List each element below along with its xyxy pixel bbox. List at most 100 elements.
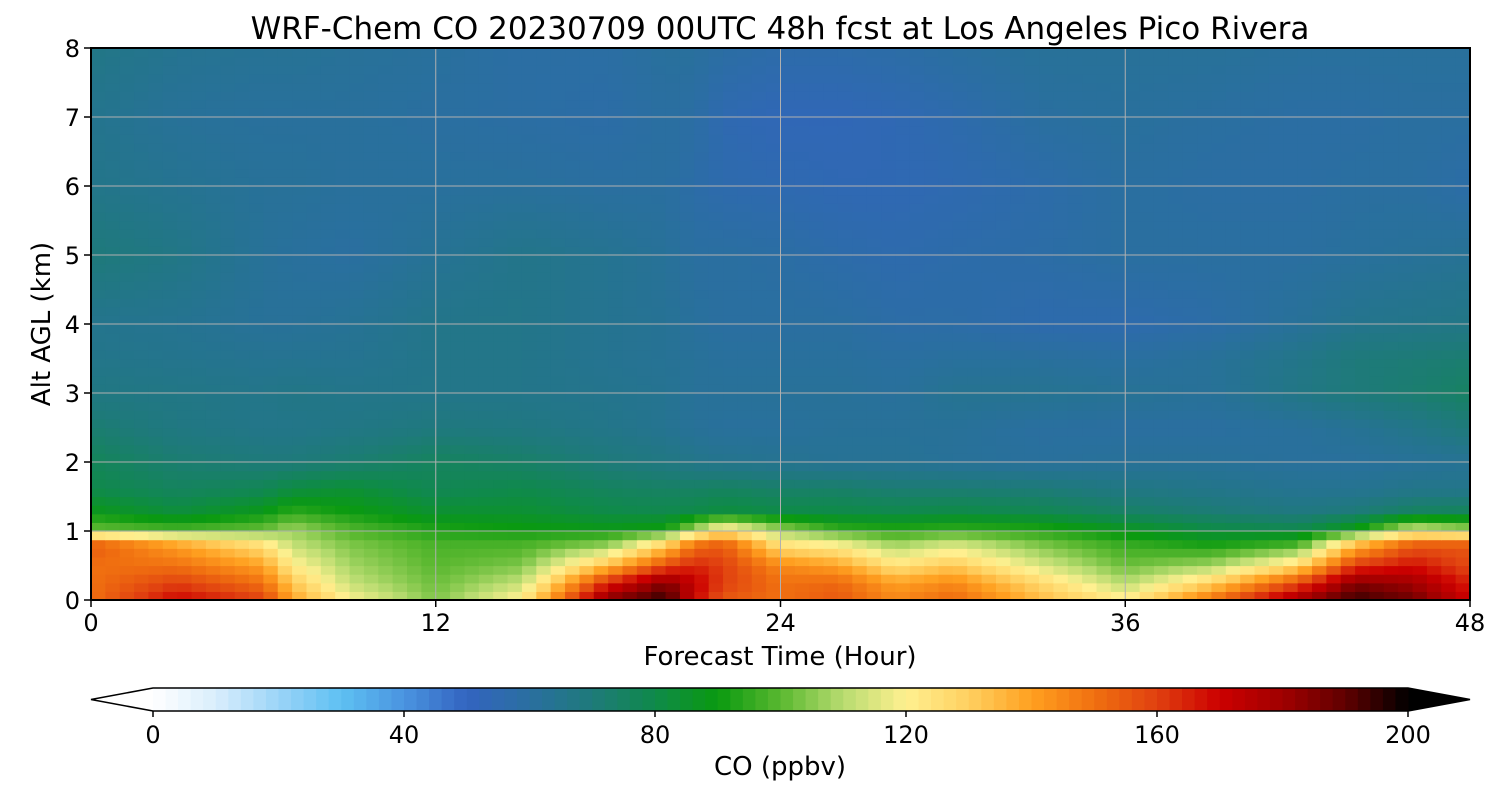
- heatmap-cell: [91, 548, 106, 558]
- heatmap-cell: [277, 591, 293, 600]
- heatmap-cell: [924, 393, 940, 403]
- heatmap-cell: [536, 462, 552, 472]
- heatmap-cell: [478, 177, 494, 187]
- heatmap-cell: [205, 272, 221, 282]
- heatmap-cell: [866, 211, 882, 222]
- heatmap-cell: [177, 246, 193, 256]
- heatmap-cell: [335, 393, 351, 403]
- heatmap-cell: [1254, 436, 1270, 446]
- heatmap-cell: [1225, 505, 1241, 515]
- heatmap-cell: [981, 401, 997, 411]
- heatmap-cell: [507, 229, 523, 239]
- heatmap-cell: [292, 401, 308, 411]
- heatmap-cell: [881, 462, 897, 472]
- heatmap-cell: [794, 496, 810, 506]
- heatmap-cell: [162, 479, 178, 489]
- heatmap-cell: [335, 582, 351, 592]
- heatmap-cell: [1082, 186, 1098, 196]
- heatmap-cell: [866, 539, 882, 549]
- heatmap-cell: [809, 375, 825, 385]
- heatmap-cell: [464, 479, 480, 489]
- heatmap-cell: [1412, 565, 1428, 575]
- heatmap-cell: [1168, 358, 1184, 368]
- heatmap-cell: [1311, 410, 1327, 420]
- heatmap-cell: [378, 194, 394, 204]
- heatmap-cell: [249, 479, 264, 489]
- heatmap-cell: [1010, 263, 1026, 273]
- heatmap-cell: [134, 505, 150, 515]
- heatmap-cell: [823, 565, 839, 575]
- heatmap-cell: [1225, 367, 1241, 377]
- heatmap-cell: [464, 513, 480, 523]
- heatmap-cell: [794, 418, 810, 429]
- heatmap-cell: [1139, 280, 1155, 291]
- heatmap-cell: [450, 453, 466, 463]
- heatmap-cell: [895, 272, 911, 282]
- heatmap-cell: [1182, 237, 1198, 247]
- heatmap-cell: [478, 591, 494, 600]
- heatmap-cell: [1326, 427, 1342, 437]
- heatmap-cell: [823, 186, 839, 196]
- heatmap-cell: [823, 177, 839, 187]
- heatmap-cell: [507, 462, 523, 472]
- heatmap-cell: [205, 203, 221, 213]
- heatmap-cell: [162, 211, 178, 222]
- heatmap-cell: [751, 160, 767, 170]
- heatmap-cell: [593, 203, 609, 213]
- heatmap-cell: [694, 410, 710, 420]
- heatmap-cell: [679, 384, 695, 394]
- heatmap-cell: [665, 186, 681, 196]
- heatmap-cell: [277, 393, 293, 403]
- heatmap-cell: [694, 315, 710, 325]
- heatmap-cell: [1311, 539, 1327, 549]
- heatmap-cell: [493, 324, 509, 334]
- heatmap-cell: [967, 522, 983, 532]
- heatmap-cell: [651, 349, 667, 360]
- heatmap-cell: [1297, 393, 1313, 403]
- heatmap-cell: [1268, 539, 1284, 549]
- heatmap-cell: [91, 410, 106, 420]
- heatmap-cell: [1355, 220, 1371, 230]
- heatmap-cell: [679, 470, 695, 480]
- heatmap-cell: [435, 453, 451, 463]
- heatmap-cell: [1139, 548, 1155, 558]
- heatmap-cell: [450, 315, 466, 325]
- heatmap-cell: [507, 393, 523, 403]
- heatmap-cell: [1197, 298, 1213, 308]
- heatmap-cell: [134, 522, 150, 532]
- heatmap-cell: [1426, 263, 1442, 273]
- heatmap-cell: [205, 358, 221, 368]
- heatmap-cell: [938, 487, 954, 498]
- heatmap-cell: [837, 306, 853, 316]
- heatmap-cell: [162, 565, 178, 575]
- heatmap-cell: [780, 263, 796, 273]
- heatmap-cell: [1311, 375, 1327, 385]
- heatmap-cell: [1240, 220, 1256, 230]
- heatmap-cell: [478, 349, 494, 360]
- heatmap-cell: [320, 298, 336, 308]
- heatmap-cell: [981, 194, 997, 204]
- heatmap-cell: [1168, 151, 1184, 161]
- heatmap-cell: [450, 229, 466, 239]
- heatmap-cell: [1211, 298, 1227, 308]
- heatmap-cell: [320, 462, 336, 472]
- heatmap-cell: [593, 289, 609, 299]
- heatmap-cell: [766, 479, 782, 489]
- heatmap-cell: [1283, 548, 1299, 558]
- heatmap-cell: [277, 539, 293, 549]
- heatmap-cell: [780, 401, 796, 411]
- heatmap-cell: [421, 280, 437, 291]
- heatmap-cell: [91, 263, 106, 273]
- heatmap-cell: [1426, 505, 1442, 515]
- heatmap-cell: [1355, 487, 1371, 498]
- heatmap-cell: [148, 151, 164, 161]
- heatmap-cell: [751, 479, 767, 489]
- heatmap-cell: [1240, 298, 1256, 308]
- heatmap-cell: [1326, 410, 1342, 420]
- heatmap-cell: [1182, 436, 1198, 446]
- heatmap-cell: [679, 168, 695, 178]
- heatmap-cell: [924, 548, 940, 558]
- heatmap-cell: [1383, 341, 1399, 351]
- heatmap-cell: [924, 487, 940, 498]
- heatmap-cell: [148, 427, 164, 437]
